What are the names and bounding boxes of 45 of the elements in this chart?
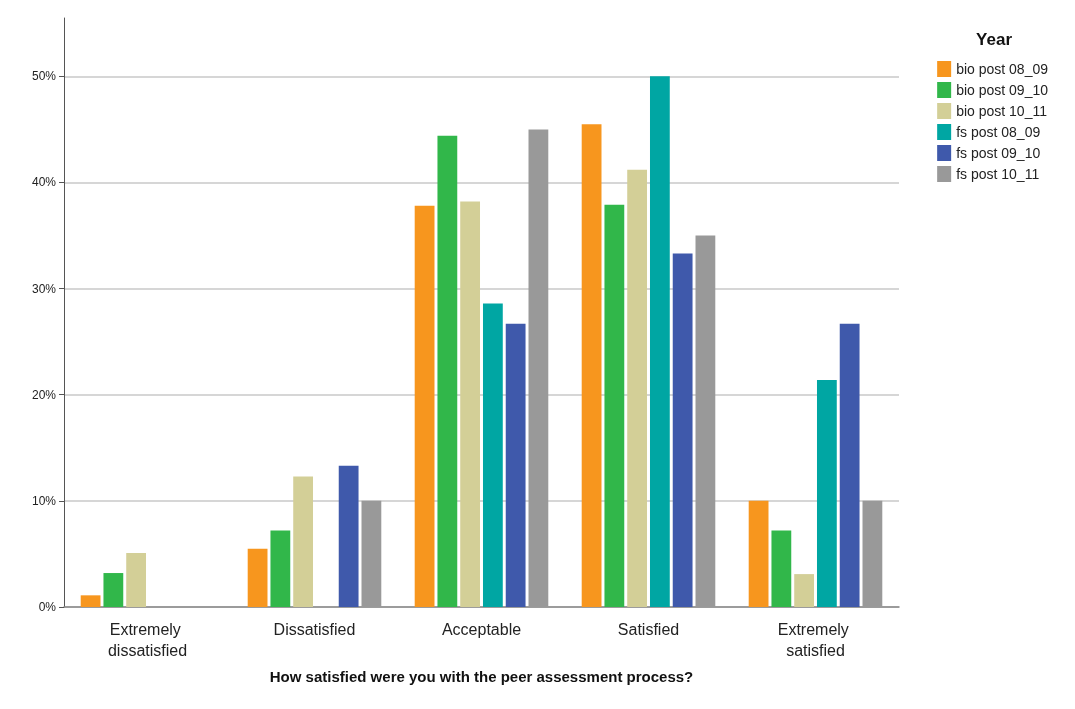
bar: [748, 500, 769, 607]
x-tick-label: Dissatisfied: [273, 621, 356, 638]
legend-label: bio post 09_10: [956, 82, 1049, 98]
legend-title: Year: [976, 30, 1013, 49]
bar: [460, 201, 481, 607]
bar: [126, 552, 147, 607]
bar: [293, 476, 314, 607]
y-tick-label: 50%: [31, 69, 57, 84]
bar: [103, 573, 124, 607]
y-tick-label: 20%: [31, 387, 57, 402]
legend-label: fs post 10_11: [956, 166, 1040, 182]
bar: [816, 379, 837, 607]
bar: [505, 323, 526, 607]
bar: [437, 135, 458, 607]
x-tick-label: Extremely dissatisfied: [107, 621, 188, 659]
y-tick-label: 0%: [38, 600, 57, 614]
legend-label: bio post 10_11: [956, 103, 1048, 119]
x-tick-label: Acceptable: [441, 621, 522, 638]
bar: [771, 530, 792, 607]
bar: [270, 530, 291, 607]
legend-label: fs post 09_10: [956, 145, 1041, 161]
legend-label: bio post 08_09: [956, 61, 1049, 77]
x-tick-label: Extremely satisfied: [777, 621, 854, 659]
y-tick-label: 40%: [31, 175, 57, 190]
bar: [581, 124, 602, 607]
bar: [672, 253, 693, 607]
x-axis-title: How satisfied were you with the peer assessment process?: [269, 668, 694, 685]
legend-label: fs post 08_09: [956, 124, 1041, 140]
bar: [862, 500, 883, 607]
bar: [649, 76, 670, 607]
bar: [338, 465, 359, 607]
bar: [627, 169, 648, 607]
bar: [414, 205, 435, 607]
bar: [247, 548, 268, 607]
bar: [482, 303, 503, 607]
bar: [80, 595, 101, 607]
bar: [695, 235, 716, 607]
x-tick-label: Satisfied: [617, 621, 680, 638]
y-tick-label: 30%: [31, 281, 57, 296]
y-tick-label: 10%: [31, 493, 57, 508]
bar: [794, 574, 815, 607]
bar: [604, 204, 625, 607]
bar: [528, 129, 549, 607]
bar: [839, 323, 860, 607]
bar: [361, 500, 382, 607]
